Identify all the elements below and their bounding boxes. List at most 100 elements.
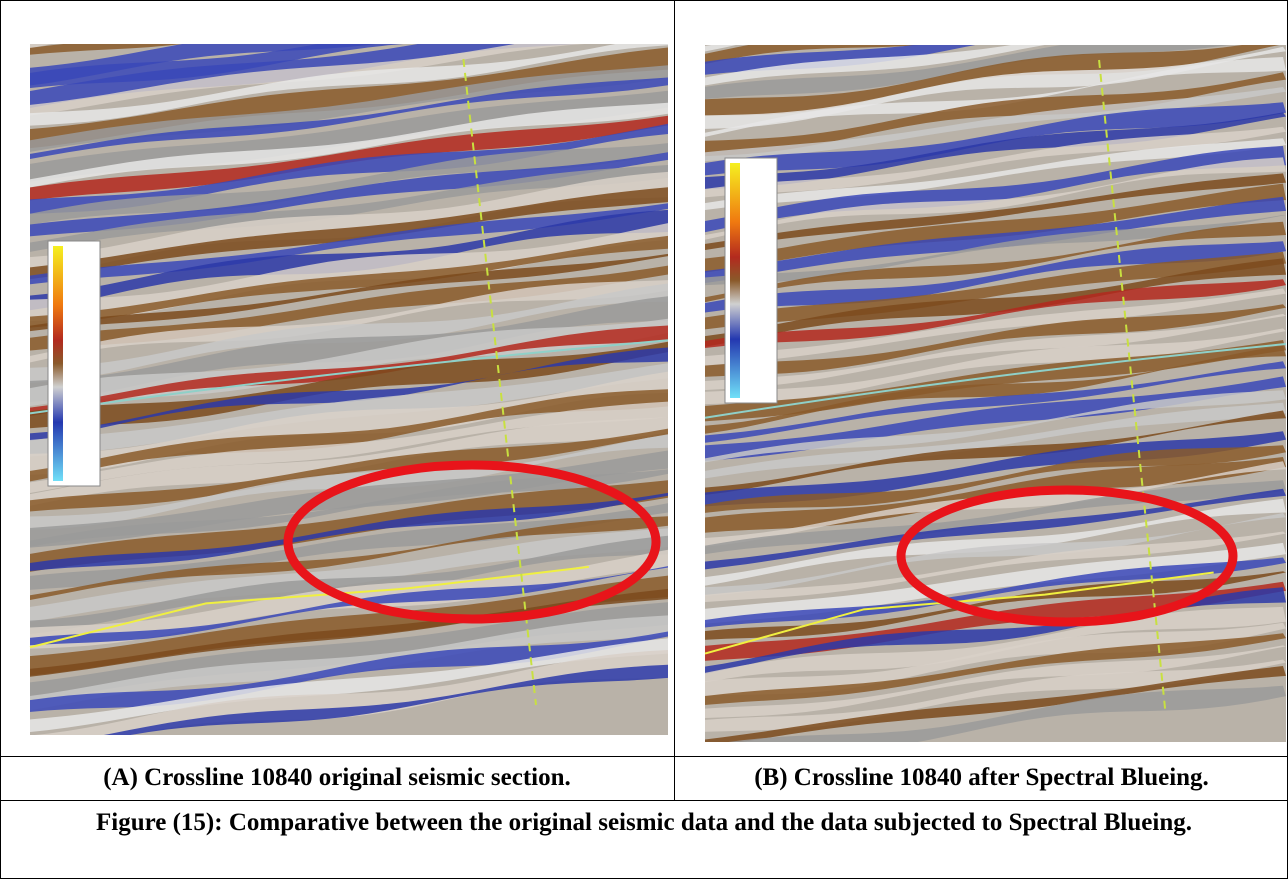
reflector (8, 34, 668, 127)
reflector (683, 102, 1286, 178)
reflector (683, 221, 1286, 306)
reflector (8, 492, 668, 574)
reflector (8, 503, 668, 592)
well-path (462, 58, 537, 706)
seismic-section (683, 5, 1286, 742)
reflector (8, 401, 668, 497)
highlight-ellipse (283, 460, 661, 624)
reflector (683, 513, 1286, 597)
reflector (683, 606, 1286, 687)
reflector (683, 313, 1286, 391)
reflector (683, 622, 1286, 697)
reflector (683, 87, 1286, 163)
reflector (683, 146, 1286, 236)
horizon (29, 565, 589, 649)
reflector (8, 615, 668, 714)
divider (674, 0, 675, 800)
reflector (683, 26, 1286, 102)
horizon (29, 339, 668, 415)
panel-caption: (B) Crossline 10840 after Spectral Bluei… (754, 764, 1209, 791)
reflector (8, 143, 668, 229)
reflector (683, 126, 1286, 200)
colorbar (730, 163, 740, 398)
reflector (683, 571, 1286, 642)
reflector (683, 361, 1286, 445)
reflector (8, 469, 668, 551)
axis-strip (8, 4, 30, 735)
reflector (683, 531, 1286, 604)
seismic-section (8, 4, 668, 735)
reflector (683, 279, 1286, 351)
reflector (683, 431, 1286, 509)
reflector (683, 72, 1286, 157)
reflector (8, 165, 668, 256)
reflector (683, 345, 1286, 436)
reflector (683, 258, 1286, 350)
reflector (8, 535, 668, 636)
reflector (683, 215, 1286, 287)
reflector (8, 566, 668, 647)
panel-caption: (A) Crossline 10840 original seismic sec… (103, 764, 571, 791)
reflector (683, 241, 1286, 316)
reflector (683, 304, 1286, 378)
reflector (683, 445, 1286, 516)
reflector (683, 251, 1286, 332)
highlight-ellipse (896, 485, 1238, 627)
figure-caption: Figure (15): Comparative between the ori… (96, 809, 1192, 836)
reflector (8, 280, 668, 368)
reflector (8, 223, 668, 322)
reflector (8, 235, 668, 330)
reflector (8, 187, 668, 282)
horizon (704, 343, 1286, 419)
reflector (683, 37, 1286, 117)
reflector (683, 666, 1286, 742)
reflector (8, 171, 668, 279)
reflector (683, 645, 1286, 719)
reflector (8, 428, 668, 514)
reflector (683, 633, 1286, 707)
reflector (34, 650, 668, 735)
well-path (1098, 59, 1167, 713)
reflector (683, 410, 1286, 497)
reflector (683, 488, 1286, 572)
reflector (683, 157, 1286, 244)
reflector (683, 173, 1286, 253)
reflector (683, 112, 1286, 190)
reflector (103, 664, 668, 735)
reflector (8, 325, 668, 420)
divider (0, 756, 1288, 757)
reflector (683, 542, 1286, 626)
reflector (8, 631, 668, 715)
axis-strip (683, 5, 1286, 45)
axis-strip (8, 4, 668, 44)
reflector (683, 557, 1286, 630)
reflector (8, 77, 668, 163)
reflector (683, 461, 1286, 549)
reflector (8, 528, 668, 626)
colorbar (53, 246, 63, 481)
reflector (683, 587, 1286, 678)
reflector (8, 102, 668, 192)
reflector (683, 288, 1286, 367)
divider (0, 800, 1288, 801)
reflector (8, 23, 668, 119)
reflector (8, 123, 668, 215)
reflector (8, 115, 668, 204)
reflector (683, 659, 1286, 733)
reflector (8, 253, 668, 335)
reflector (8, 434, 668, 531)
reflector (683, 138, 1286, 213)
reflector (8, 588, 668, 680)
axis-strip (683, 5, 705, 742)
reflector (8, 203, 668, 288)
reflector (683, 196, 1286, 286)
reflector (8, 283, 668, 384)
reflector (8, 417, 668, 511)
reflector (8, 152, 668, 239)
reflector (8, 363, 668, 459)
reflector (8, 516, 668, 604)
reflector (728, 685, 1286, 742)
reflector (683, 328, 1286, 405)
reflector (683, 498, 1286, 589)
